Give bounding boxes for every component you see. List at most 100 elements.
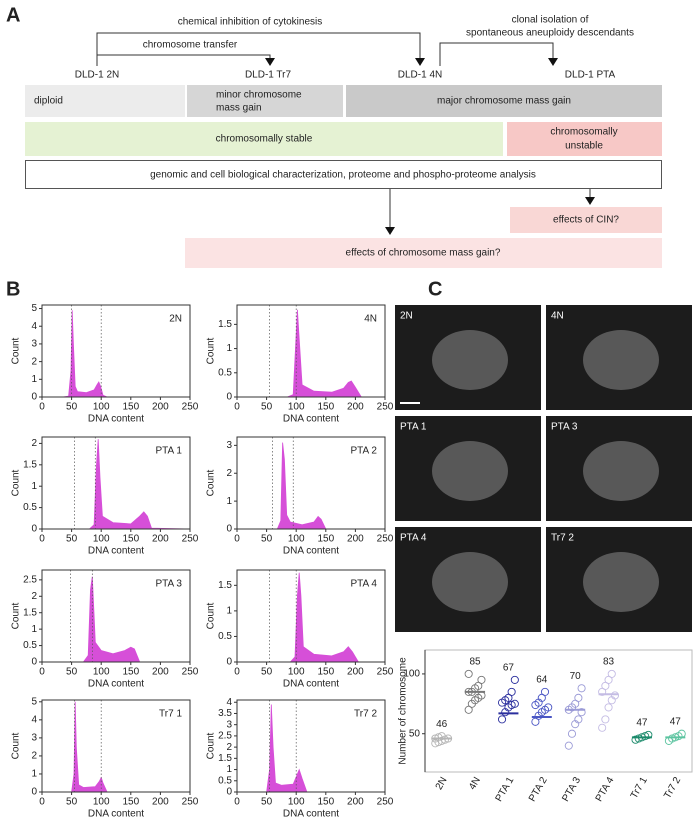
y-tick-label: 0 (31, 524, 37, 535)
image-label: 4N (551, 311, 564, 322)
box-text: chromosomally stable (216, 134, 313, 145)
y-tick-label: 1 (31, 769, 37, 780)
cell-point (464, 669, 473, 678)
value-label: 46 (436, 719, 448, 730)
sample-label: 2N (169, 314, 182, 325)
plot-frame (41, 304, 191, 398)
x-tick-label: 0 (234, 797, 240, 808)
x-tick-label: 100 (288, 797, 305, 808)
x-tick-label: 200 (347, 667, 364, 678)
box-text: major chromosome mass gain (437, 96, 571, 107)
x-axis-label: DNA content (88, 414, 144, 425)
arrow (439, 42, 554, 66)
x-tick-label: 0 (39, 534, 45, 545)
stage: DLD-1 PTA (565, 70, 616, 81)
x-tick-label: 50 (261, 534, 273, 545)
x-tick-label: 50 (261, 797, 273, 808)
y-tick-label: 3 (31, 733, 37, 744)
cell-point (437, 732, 446, 741)
plot-frame (236, 436, 386, 530)
panel-label: A (6, 4, 20, 26)
y-tick-label: 1 (226, 764, 232, 775)
x-tick-label: 150 (317, 534, 334, 545)
x-tick-label: Tr7 2 (662, 775, 683, 801)
y-tick-label: 2 (31, 751, 37, 762)
sample-label: Tr7 2 (354, 709, 377, 720)
y-tick-label: 0.5 (23, 640, 37, 651)
y-tick-label: 0 (31, 657, 37, 668)
y-tick-label: 1 (226, 606, 232, 617)
x-tick-label: 250 (377, 667, 394, 678)
x-tick-label: 250 (182, 402, 199, 413)
x-tick-label: 150 (122, 534, 139, 545)
x-axis-label: DNA content (88, 679, 144, 690)
cell-point (544, 703, 553, 712)
x-tick-label: 0 (234, 402, 240, 413)
y-axis-label: Count (11, 602, 22, 629)
arrow-head (385, 227, 395, 235)
x-tick-label: 200 (347, 402, 364, 413)
y-tick-label: 0.5 (23, 502, 37, 513)
x-tick-label: 50 (66, 534, 78, 545)
cell-point (601, 715, 610, 724)
x-tick-label: 200 (152, 797, 169, 808)
arrow-label: spontaneous aneuploidy descendants (466, 28, 634, 39)
y-axis-label: Count (206, 337, 217, 364)
arrow-label: chemical inhibition of cytokinesis (178, 17, 323, 28)
box-text: effects of CIN? (553, 215, 619, 226)
cell-point (644, 730, 653, 739)
y-tick-label: 2.5 (218, 731, 232, 742)
y-tick-label: 0 (226, 657, 232, 668)
y-tick-label: 2 (226, 742, 232, 753)
x-tick-label: 0 (39, 797, 45, 808)
stage: DLD-1 2N (75, 70, 119, 81)
y-tick-label: 4 (226, 697, 232, 708)
box-text: diploid (34, 96, 63, 107)
cell-point (567, 729, 577, 738)
x-tick-label: 250 (182, 797, 199, 808)
box (507, 122, 662, 156)
x-tick-label: 150 (122, 797, 139, 808)
y-axis-label: Count (206, 602, 217, 629)
x-tick-label: 150 (317, 402, 334, 413)
x-tick-label: PTA 2 (527, 775, 550, 804)
arrow-head (548, 58, 558, 66)
histogram (237, 704, 385, 793)
sample-label: 4N (364, 314, 377, 325)
cell-point (604, 703, 613, 712)
y-tick-label: 5 (31, 696, 37, 707)
box-text: genomic and cell biological characteriza… (150, 170, 536, 181)
x-tick-label: 250 (182, 534, 199, 545)
plot-frame (236, 569, 386, 663)
nucleus-spread (432, 441, 508, 501)
cell-point (507, 687, 516, 696)
cell-point (510, 675, 519, 684)
x-tick-label: 200 (152, 534, 169, 545)
y-axis-label: Count (206, 469, 217, 496)
cell-point (577, 708, 586, 717)
x-tick-label: 200 (347, 797, 364, 808)
histogram (237, 442, 385, 530)
box (25, 85, 185, 117)
x-tick-label: 200 (347, 534, 364, 545)
y-tick-label: 3 (226, 440, 232, 451)
sample-label: PTA 3 (156, 579, 183, 590)
nucleus-spread (583, 330, 659, 390)
y-tick-label: 1.5 (23, 459, 37, 470)
x-tick-label: 100 (288, 667, 305, 678)
y-tick-label: 1 (31, 481, 37, 492)
y-tick-label: 4 (31, 321, 37, 332)
x-tick-label: 4N (467, 775, 483, 792)
x-tick-label: 50 (66, 667, 78, 678)
y-axis-label: Count (11, 337, 22, 364)
x-tick-label: 250 (182, 667, 199, 678)
cell-point (607, 669, 616, 678)
panel-label: B (6, 278, 20, 300)
cell-point (497, 715, 507, 724)
image-label: PTA 4 (400, 533, 427, 544)
box-text: mass gain (216, 103, 262, 114)
y-tick-label: 1 (226, 496, 232, 507)
box-text: effects of chromosome mass gain? (346, 248, 501, 259)
arrow-head (585, 197, 595, 205)
y-axis-label: Count (206, 732, 217, 759)
